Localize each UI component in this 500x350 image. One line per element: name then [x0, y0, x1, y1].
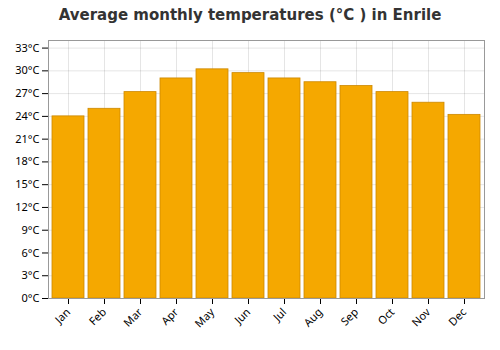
svg-text:Mar: Mar	[120, 304, 146, 330]
svg-text:Apr: Apr	[158, 304, 182, 328]
svg-text:24°C: 24°C	[15, 108, 39, 123]
svg-text:May: May	[191, 304, 217, 330]
svg-text:Sep: Sep	[337, 304, 361, 328]
svg-text:27°C: 27°C	[15, 85, 39, 100]
svg-text:3°C: 3°C	[22, 267, 40, 282]
svg-text:30°C: 30°C	[15, 62, 39, 77]
svg-text:15°C: 15°C	[15, 176, 39, 191]
svg-text:0°C: 0°C	[22, 290, 40, 305]
svg-text:Feb: Feb	[85, 304, 109, 328]
svg-text:Dec: Dec	[445, 304, 469, 328]
svg-text:12°C: 12°C	[15, 199, 39, 214]
svg-text:Jul: Jul	[269, 304, 289, 324]
svg-text:Aug: Aug	[300, 304, 325, 329]
html-text:Average monthly temperatures (: Average monthly temperatures (°C ) in En…	[58, 6, 442, 24]
svg-text:33°C: 33°C	[15, 40, 39, 55]
svg-text:Nov: Nov	[408, 304, 433, 329]
svg-text:Oct: Oct	[374, 304, 397, 327]
svg-text:21°C: 21°C	[15, 131, 39, 146]
svg-text:9°C: 9°C	[22, 222, 40, 237]
svg-text:Jan: Jan	[50, 304, 73, 327]
svg-text:18°C: 18°C	[15, 153, 39, 168]
svg-text:6°C: 6°C	[22, 244, 40, 259]
svg-text:Jun: Jun	[230, 304, 253, 327]
